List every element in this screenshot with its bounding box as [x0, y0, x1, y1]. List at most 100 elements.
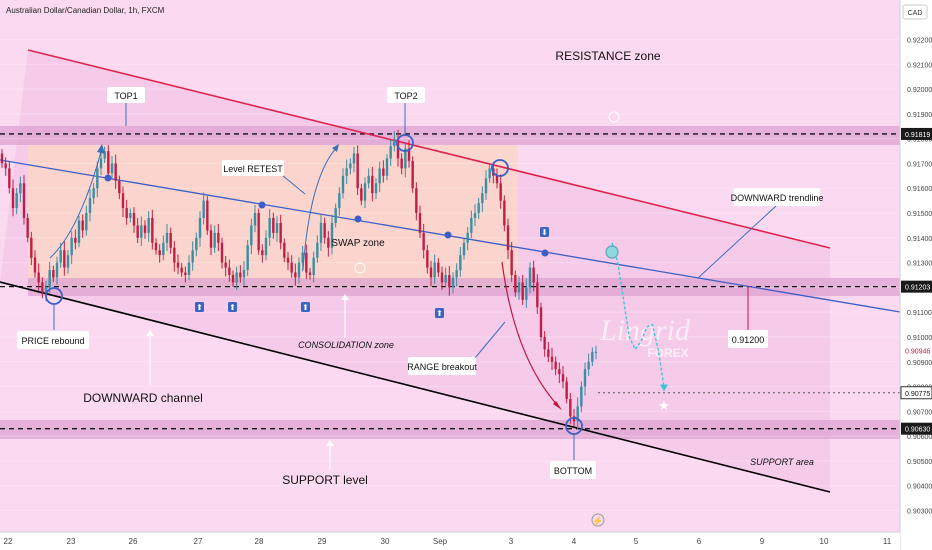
candle-body [85, 213, 88, 231]
price-tag: 0.91819 [905, 132, 930, 139]
candle-body [8, 168, 11, 189]
trendline-touch-points [104, 174, 549, 257]
x-tick-label: 22 [4, 537, 13, 546]
candle-body [323, 222, 326, 238]
annotation-bottom: BOTTOM [550, 461, 596, 479]
candle-body [242, 270, 246, 278]
candle-body [275, 222, 279, 233]
trend-dot [104, 174, 112, 182]
price-axis[interactable]: 0.92200 0.92100 0.92000 0.91900 0.91800 0.917… [907, 38, 932, 516]
lightning-icon [591, 513, 605, 527]
price-axis-background [900, 0, 932, 550]
label-box [408, 357, 476, 375]
candle-body [297, 262, 301, 278]
candle-body [440, 272, 444, 283]
candle-body [385, 158, 389, 176]
x-tick-label: 26 [129, 537, 138, 546]
label-level-box: 0.91200 [732, 335, 765, 345]
up-markers: ⬆ ⬆ ⬆ ⬆ ⬇ [195, 227, 549, 318]
retest-arrow-head [332, 144, 339, 152]
candle-body [48, 270, 51, 288]
candle-body [235, 272, 238, 283]
trend-dot [354, 215, 362, 223]
candle-body [191, 250, 194, 263]
up-marker-glyph: ⬆ [229, 303, 236, 312]
candle-body [525, 287, 528, 300]
y-tick-label: 0.91700 [907, 161, 932, 168]
label-box [17, 331, 89, 349]
up-marker-icon [195, 302, 204, 312]
candle-body [444, 275, 447, 283]
y-tick-label: 0.92000 [907, 87, 932, 94]
y-tick-label: 0.90400 [907, 484, 932, 491]
candle-body [301, 252, 304, 263]
breakout-arrow [501, 261, 561, 409]
candle-body [389, 146, 392, 159]
candle-body [374, 183, 378, 194]
up-marker-glyph: ⬆ [302, 303, 309, 312]
candle-body [528, 267, 532, 288]
x-tick-label: 4 [572, 537, 577, 546]
support-zone-band [0, 420, 900, 439]
candle-body [52, 270, 55, 278]
candle-body [521, 282, 524, 300]
candle-body [99, 158, 103, 169]
candle-body [338, 193, 341, 209]
currency-button-box[interactable] [902, 4, 928, 20]
candle-body [206, 200, 209, 231]
candle-body [312, 257, 315, 275]
candle-body [33, 257, 37, 273]
candle-body [70, 237, 73, 256]
candle-body [554, 361, 557, 370]
candle-body [591, 351, 594, 362]
trend-dot [258, 201, 266, 209]
time-axis[interactable]: 22 23 26 27 28 29 30 Sep 3 4 5 6 9 10 11 [4, 537, 892, 546]
watermark-line2: FOREX [647, 346, 688, 360]
support-pointer-head [326, 440, 334, 446]
candle-body [132, 213, 136, 226]
candle-body [96, 168, 99, 189]
y-tick-label: 0.91000 [907, 335, 932, 342]
y-tick-label: 0.91500 [907, 211, 932, 218]
candle-body [308, 272, 312, 275]
price-tag-box [901, 422, 932, 435]
label-box [550, 461, 596, 479]
candle-body [396, 138, 400, 159]
up-marker-icon [301, 302, 310, 312]
annotation-level-box: 0.91200 [728, 330, 768, 348]
candle-body [15, 193, 18, 209]
candle-body [543, 336, 546, 350]
candle-body [488, 168, 491, 179]
label-price-rebound: PRICE rebound [21, 336, 84, 346]
candle-body [558, 369, 561, 375]
label-consolidation-zone: CONSOLIDATION zone [298, 340, 394, 350]
label-box [107, 87, 145, 103]
y-tick-label: 0.90300 [907, 509, 932, 516]
candle-body [583, 369, 587, 387]
price-tag-box [900, 386, 932, 400]
annotation-top1: TOP1 [107, 87, 145, 103]
candle-body [187, 262, 191, 275]
price-tag-box [901, 127, 932, 140]
candle-body [169, 232, 172, 248]
candle-body [407, 148, 411, 161]
candle-body [19, 183, 22, 194]
y-tick-label: 0.91400 [907, 236, 932, 243]
candle-body [319, 222, 323, 243]
up-marker-icon [435, 308, 444, 318]
candle-body [239, 272, 242, 278]
candle-body [305, 252, 308, 273]
candle-body [455, 270, 458, 278]
channel-pointer-head [146, 330, 154, 336]
candle-body [316, 242, 319, 258]
candle-body [231, 275, 235, 283]
label-downward-channel: DOWNWARD channel [83, 391, 203, 405]
candle-body [459, 255, 462, 271]
currency-button[interactable]: CAD [902, 4, 928, 20]
event-icon [608, 111, 620, 123]
retest-arrow [302, 145, 339, 271]
candle-body [162, 242, 165, 256]
candle-body [294, 272, 297, 278]
candle-body [422, 232, 425, 251]
